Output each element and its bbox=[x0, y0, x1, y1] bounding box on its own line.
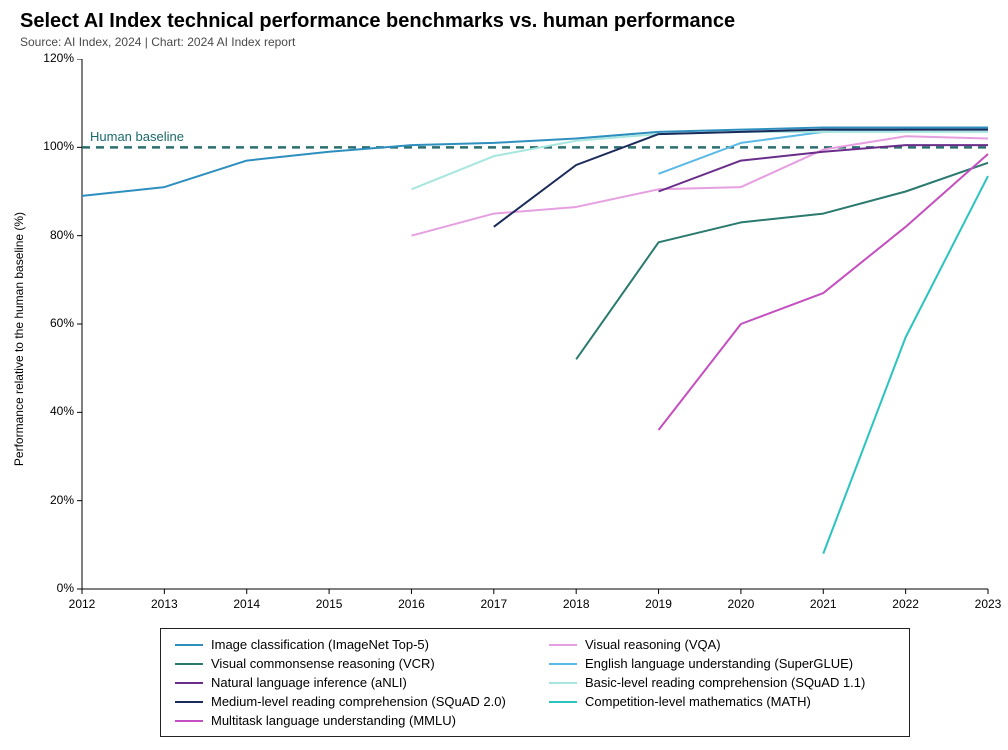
chart-subtitle: Source: AI Index, 2024 | Chart: 2024 AI … bbox=[20, 35, 988, 49]
baseline-label: Human baseline bbox=[90, 129, 184, 144]
legend-item: Natural language inference (aNLI) bbox=[175, 675, 521, 690]
y-tick-label: 120% bbox=[38, 51, 74, 65]
legend-label: Basic-level reading comprehension (SQuAD… bbox=[585, 675, 865, 690]
x-tick-label: 2023 bbox=[968, 597, 1008, 611]
legend-swatch bbox=[175, 644, 203, 646]
plot-area: Performance relative to the human baseli… bbox=[20, 59, 988, 624]
legend-label: English language understanding (SuperGLU… bbox=[585, 656, 853, 671]
legend-label: Multitask language understanding (MMLU) bbox=[211, 713, 456, 728]
legend-swatch bbox=[175, 701, 203, 703]
legend-item: Medium-level reading comprehension (SQuA… bbox=[175, 694, 521, 709]
legend-label: Image classification (ImageNet Top-5) bbox=[211, 637, 429, 652]
chart-container: Select AI Index technical performance be… bbox=[0, 0, 1008, 750]
y-axis-label: Performance relative to the human baseli… bbox=[12, 212, 26, 466]
x-tick-label: 2020 bbox=[721, 597, 761, 611]
legend-item bbox=[549, 713, 895, 728]
legend-item: English language understanding (SuperGLU… bbox=[549, 656, 895, 671]
x-tick-label: 2013 bbox=[144, 597, 184, 611]
y-tick-label: 40% bbox=[38, 404, 74, 418]
chart-title: Select AI Index technical performance be… bbox=[20, 10, 988, 33]
x-tick-label: 2022 bbox=[886, 597, 926, 611]
legend-swatch bbox=[175, 682, 203, 684]
legend-label: Competition-level mathematics (MATH) bbox=[585, 694, 811, 709]
legend-item: Image classification (ImageNet Top-5) bbox=[175, 637, 521, 652]
legend-swatch bbox=[549, 644, 577, 646]
legend-swatch bbox=[175, 663, 203, 665]
x-tick-label: 2021 bbox=[803, 597, 843, 611]
chart-legend: Image classification (ImageNet Top-5) Vis… bbox=[160, 628, 910, 737]
x-tick-label: 2012 bbox=[62, 597, 102, 611]
legend-swatch bbox=[175, 720, 203, 722]
legend-swatch bbox=[549, 663, 577, 665]
legend-item: Competition-level mathematics (MATH) bbox=[549, 694, 895, 709]
x-tick-label: 2019 bbox=[639, 597, 679, 611]
y-tick-label: 0% bbox=[38, 581, 74, 595]
x-tick-label: 2016 bbox=[391, 597, 431, 611]
legend-item: Visual commonsense reasoning (VCR) bbox=[175, 656, 521, 671]
y-tick-label: 100% bbox=[38, 139, 74, 153]
legend-swatch bbox=[549, 701, 577, 703]
legend-label: Natural language inference (aNLI) bbox=[211, 675, 407, 690]
legend-item: Multitask language understanding (MMLU) bbox=[175, 713, 521, 728]
legend-swatch bbox=[549, 682, 577, 684]
y-tick-label: 60% bbox=[38, 316, 74, 330]
legend-label: Medium-level reading comprehension (SQuA… bbox=[211, 694, 506, 709]
y-tick-label: 80% bbox=[38, 228, 74, 242]
legend-item: Visual reasoning (VQA) bbox=[549, 637, 895, 652]
legend-label: Visual reasoning (VQA) bbox=[585, 637, 721, 652]
legend-label: Visual commonsense reasoning (VCR) bbox=[211, 656, 435, 671]
y-tick-label: 20% bbox=[38, 493, 74, 507]
x-tick-label: 2014 bbox=[227, 597, 267, 611]
x-tick-label: 2017 bbox=[474, 597, 514, 611]
x-tick-label: 2015 bbox=[309, 597, 349, 611]
legend-item: Basic-level reading comprehension (SQuAD… bbox=[549, 675, 895, 690]
x-tick-label: 2018 bbox=[556, 597, 596, 611]
